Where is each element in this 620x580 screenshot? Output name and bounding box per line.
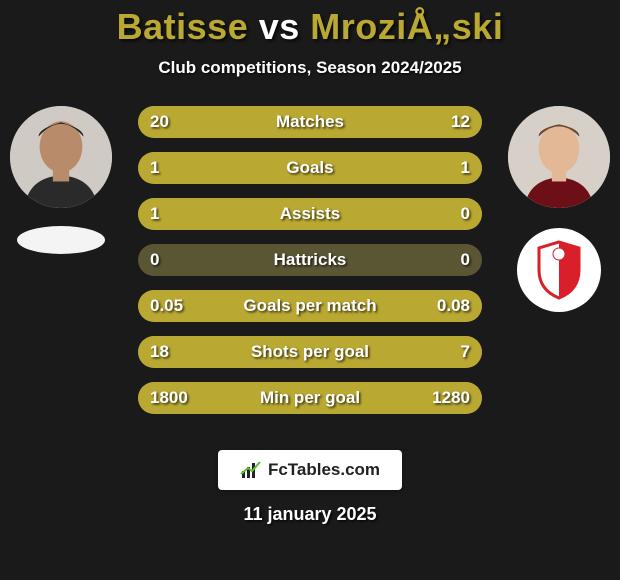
player1-avatar [10,106,112,208]
player2-column [504,106,614,312]
player2-name: MroziÅ„ski [310,6,503,47]
compare-area: Matches2012 Goals11 Assists10 Hattricks0 0 Go… [0,106,620,436]
player1-avatar-placeholder-icon [10,106,112,208]
stats-list: Matches2012 Goals11 Assists10 Hattricks0 0 Go… [138,106,482,414]
stat-bar-left [138,106,351,138]
stat-value-right: 0 [461,244,470,276]
stat-value-left: 0 [150,244,159,276]
stat-bar-left [138,290,269,322]
chart-icon [240,460,262,480]
club-shield-icon [535,240,583,300]
subtitle: Club competitions, Season 2024/2025 [158,58,461,78]
date-text: 11 january 2025 [243,504,376,525]
stat-bar-right [269,290,482,322]
stat-bar-left [138,152,310,184]
comparison-card: Batisse vs MroziÅ„ski Club competitions,… [0,0,620,580]
stat-bar-right [386,336,482,368]
stat-bar-left [138,336,386,368]
source-badge: FcTables.com [218,450,402,490]
stat-row: Hattricks0 0 [138,244,482,276]
stat-bar-right [310,152,482,184]
source-text: FcTables.com [268,460,380,480]
stat-label: Hattricks [138,244,482,276]
stat-row: Assists10 [138,198,482,230]
page-title: Batisse vs MroziÅ„ski [117,6,504,48]
stat-row: Shots per goal187 [138,336,482,368]
player2-club-badge [517,228,601,312]
player2-avatar [508,106,610,208]
stat-bar-right [338,382,482,414]
stat-row: Matches2012 [138,106,482,138]
player1-name: Batisse [117,6,249,47]
vs-text: vs [259,6,300,47]
stat-row: Goals per match0.050.08 [138,290,482,322]
stat-row: Min per goal18001280 [138,382,482,414]
stat-bar-left [138,382,338,414]
player1-column [6,106,116,254]
stat-bar-right [351,106,482,138]
player1-club-badge [17,226,105,254]
stat-bar-left [138,198,482,230]
stat-row: Goals11 [138,152,482,184]
player2-avatar-placeholder-icon [508,106,610,208]
